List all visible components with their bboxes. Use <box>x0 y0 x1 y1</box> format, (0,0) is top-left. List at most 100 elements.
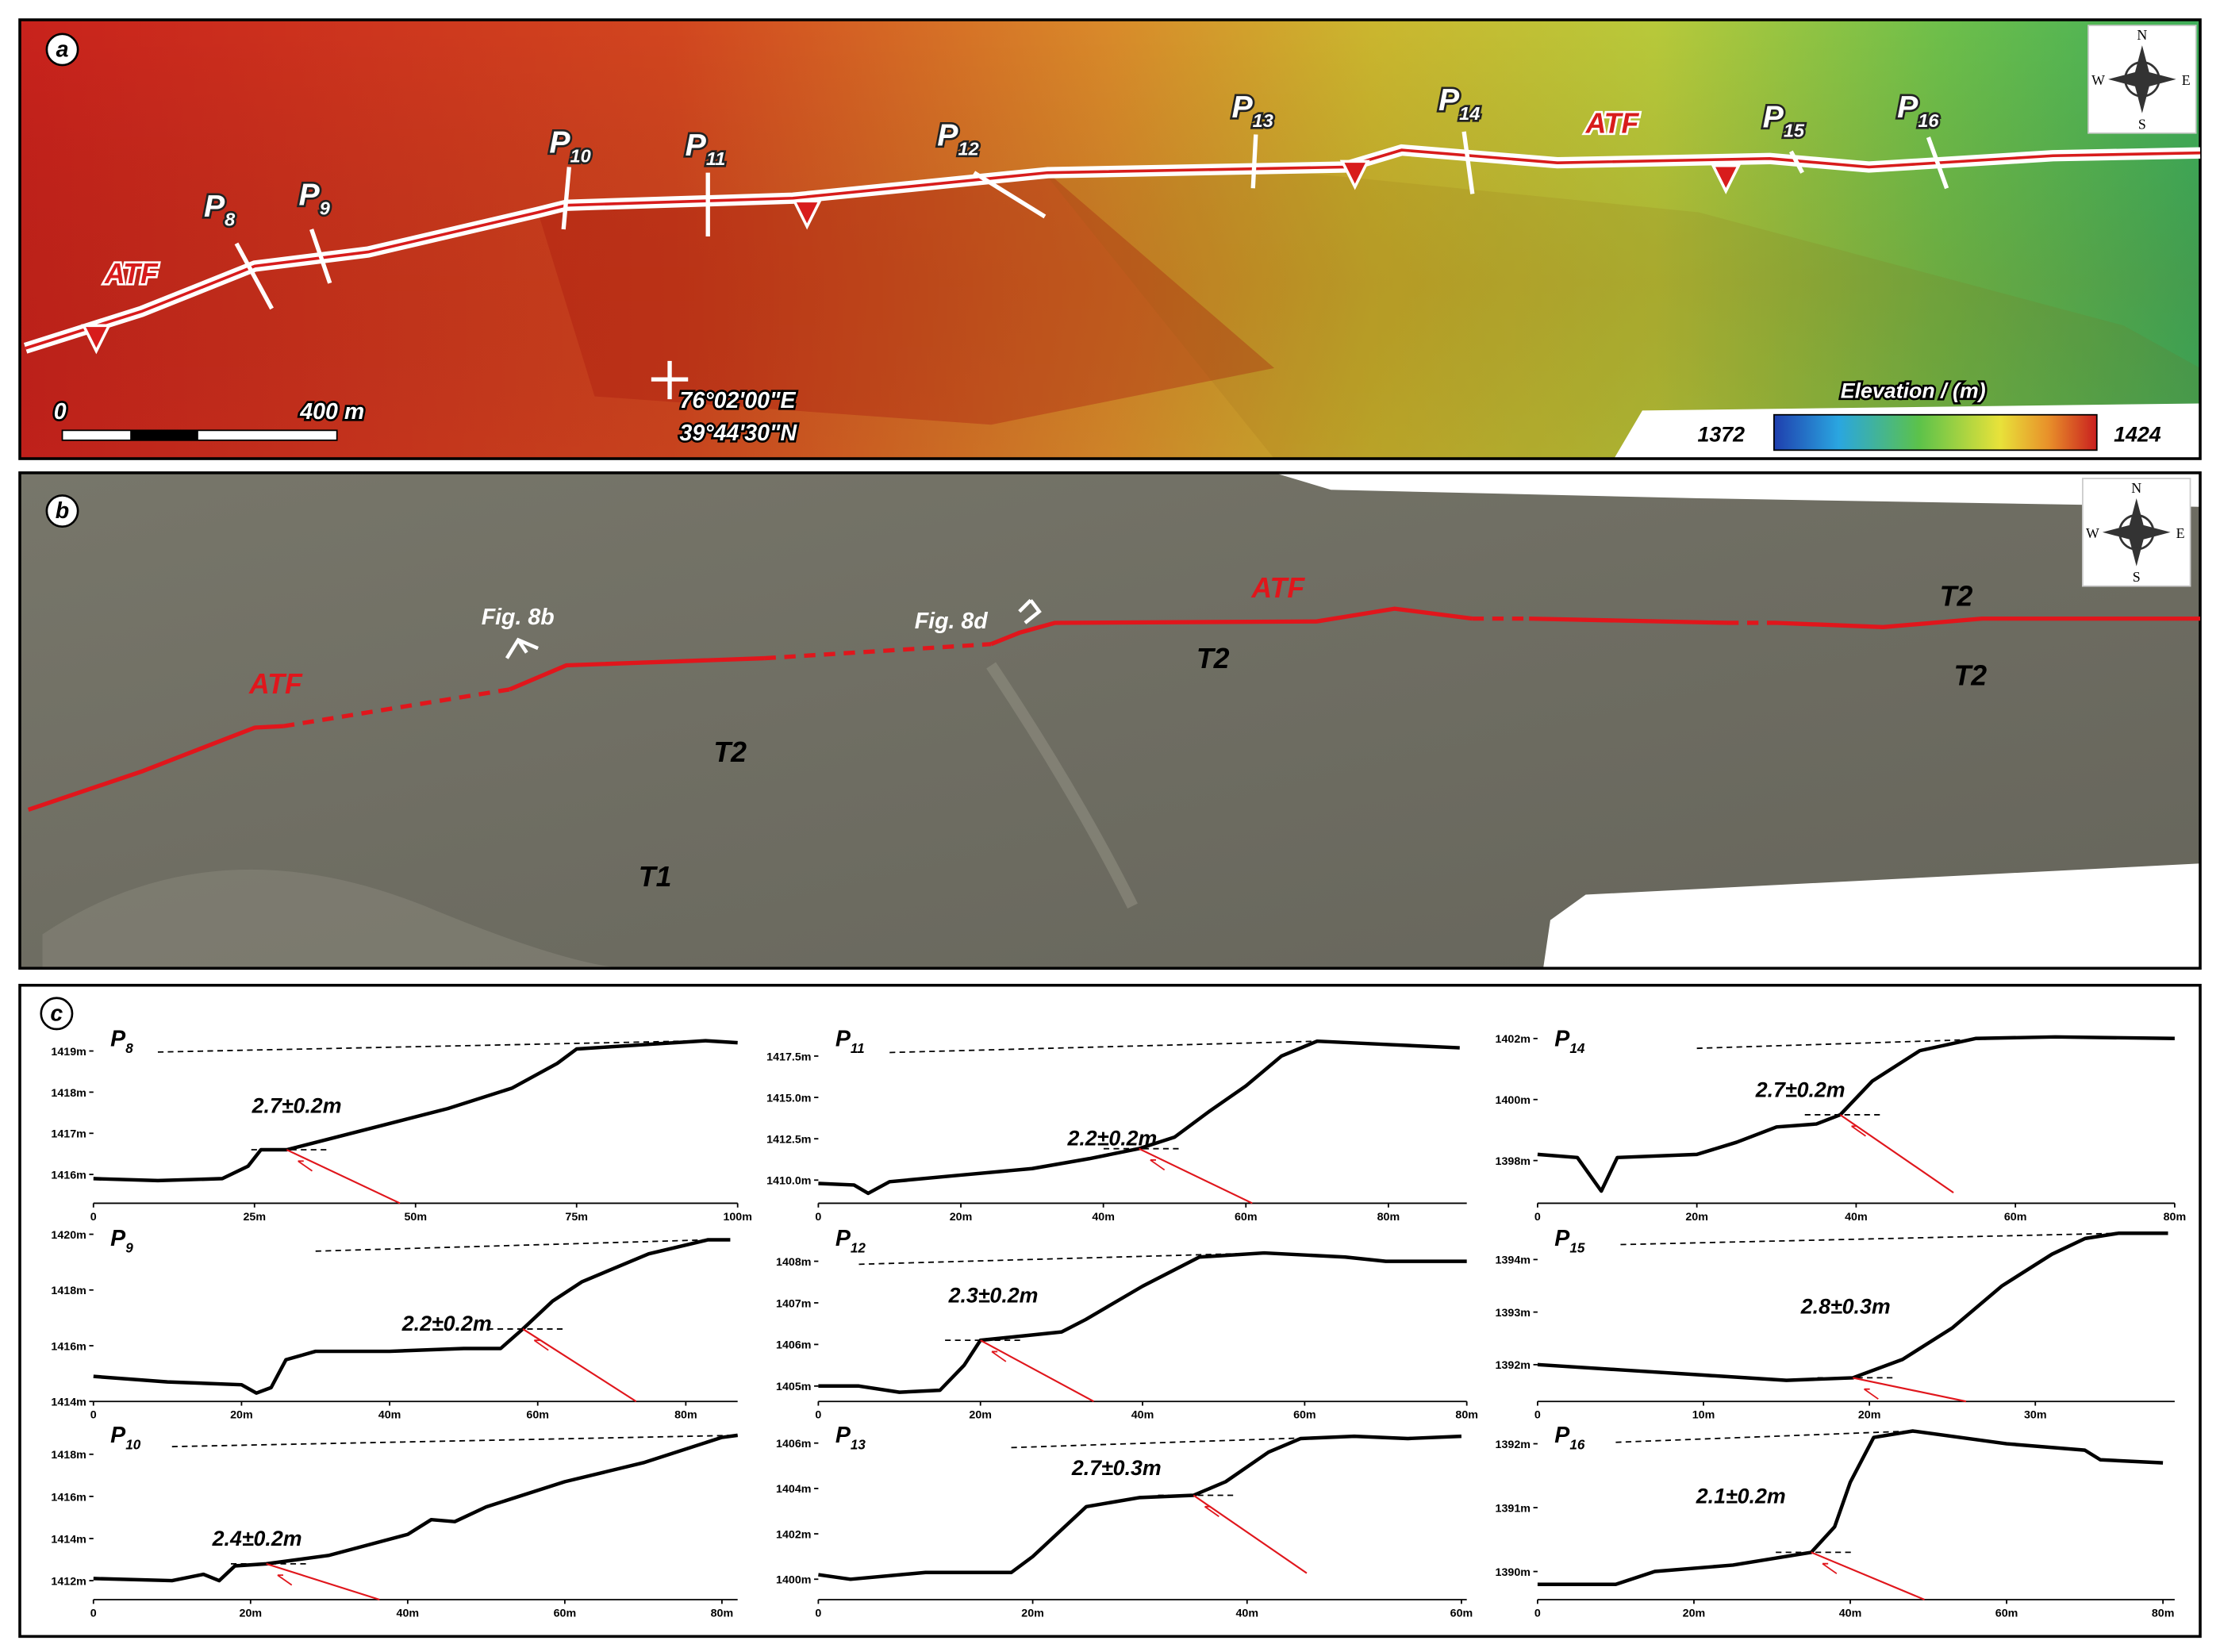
coordinate-label: 39°44'30"N <box>680 421 798 446</box>
terrace-label: T1 <box>639 861 672 893</box>
profile-title: P15 <box>1554 1226 1585 1256</box>
x-tick-label: 40m <box>1839 1607 1862 1619</box>
label-subscript: 14 <box>1459 103 1480 124</box>
label-subscript: 10 <box>570 145 591 166</box>
label-letter: P <box>110 1226 126 1251</box>
terrace-label: T2 <box>1940 581 1973 613</box>
compass-letter: W <box>2086 525 2099 541</box>
photo-reference: Fig. 8d <box>915 609 989 634</box>
y-tick-label: 1393m <box>1496 1307 1531 1320</box>
profile-label: P14 <box>1438 83 1480 124</box>
thrust-tooth <box>81 324 112 355</box>
x-tick-label: 40m <box>1845 1211 1868 1224</box>
x-tick-label: 0 <box>90 1607 97 1619</box>
profile-title: P14 <box>1554 1026 1585 1056</box>
compass-ring <box>2124 61 2160 98</box>
x-tick-label: 0 <box>815 1211 821 1224</box>
x-tick-label: 80m <box>1377 1211 1400 1224</box>
fault-trace-inferred <box>764 642 992 661</box>
view-marker <box>1018 598 1042 624</box>
y-tick-label: 1419m <box>51 1046 86 1058</box>
label-subscript: 10 <box>125 1438 141 1453</box>
y-tick-label: 1408m <box>776 1256 811 1269</box>
x-tick-label: 20m <box>1683 1607 1706 1619</box>
profile-line <box>309 229 332 284</box>
upper-surface <box>1620 1232 2118 1246</box>
profile-label: P16 <box>1897 90 1939 131</box>
photo-map <box>19 472 2201 969</box>
compass-ring <box>2118 514 2155 551</box>
fault-plane <box>1852 1377 1967 1403</box>
upper-surface <box>1011 1435 1354 1449</box>
compass-star <box>2102 498 2171 567</box>
y-tick-label: 1402m <box>1496 1033 1531 1046</box>
x-tick-label: 20m <box>969 1409 992 1422</box>
profile-line <box>93 1433 738 1583</box>
x-tick-label: 40m <box>378 1409 401 1422</box>
panel-label: a <box>56 36 69 62</box>
label-letter: P <box>835 1026 851 1051</box>
x-tick-label: 80m <box>2152 1607 2175 1619</box>
compass-letter: S <box>2133 569 2141 585</box>
slip-arrow <box>1150 1159 1166 1171</box>
offset-label: 2.7±0.2m <box>1755 1078 1846 1102</box>
label-letter: P <box>835 1226 851 1251</box>
y-tick-label: 1418m <box>51 1449 86 1462</box>
y-tick-label: 1400m <box>776 1574 811 1587</box>
profile-line <box>818 1251 1467 1394</box>
x-tick-label: 0 <box>90 1211 97 1224</box>
label-letter: P <box>1231 90 1253 125</box>
x-tick-label: 60m <box>1995 1607 2018 1619</box>
label-letter: P <box>937 118 958 153</box>
y-tick-label: 1391m <box>1496 1502 1531 1515</box>
y-tick-label: 1410.0m <box>766 1175 811 1188</box>
thrust-tooth <box>792 199 823 230</box>
y-tick-label: 1416m <box>51 1170 86 1182</box>
x-tick-label: 80m <box>2164 1211 2187 1224</box>
label-subscript: 14 <box>1569 1041 1585 1056</box>
x-tick-label: 20m <box>240 1607 263 1619</box>
terrace-label: T2 <box>1954 659 1988 691</box>
x-tick-label: 0 <box>815 1607 821 1619</box>
x-tick-label: 20m <box>1685 1211 1708 1224</box>
colorbar-min: 1372 <box>1698 423 1746 447</box>
profile-line <box>1788 150 1804 174</box>
x-tick-label: 60m <box>1450 1607 1473 1619</box>
x-tick-label: 10m <box>1692 1409 1715 1422</box>
slip-arrow <box>1822 1562 1838 1574</box>
slip-arrow <box>277 1574 293 1586</box>
x-tick-label: 0 <box>1534 1607 1541 1619</box>
label-subscript: 15 <box>1784 120 1805 140</box>
compass-letter: N <box>2131 480 2141 496</box>
profile-line <box>561 167 572 230</box>
panel-label: b <box>56 498 69 524</box>
compass-star <box>2108 45 2176 113</box>
view-marker <box>505 637 539 659</box>
slip-arrow <box>991 1350 1007 1362</box>
label-letter: P <box>1763 100 1784 135</box>
profile-line <box>1250 134 1258 189</box>
profile-line <box>234 242 274 310</box>
terrace-label: T2 <box>713 736 747 768</box>
fault-trace <box>1776 616 2201 630</box>
x-tick-label: 0 <box>815 1409 821 1422</box>
y-tick-label: 1405m <box>776 1381 811 1393</box>
compass-letter: E <box>2182 72 2191 88</box>
label-letter: P <box>686 128 707 163</box>
slip-arrow <box>1204 1505 1219 1517</box>
label-subscript: 8 <box>225 209 236 230</box>
fault-plane <box>1839 1114 1954 1193</box>
fault-label: ATF <box>1585 108 1640 140</box>
x-tick-label: 40m <box>1092 1211 1115 1224</box>
y-tick-label: 1400m <box>1496 1094 1531 1107</box>
label-letter: P <box>299 178 321 213</box>
x-tick-label: 20m <box>230 1409 253 1422</box>
fault-plane <box>1139 1147 1253 1204</box>
profile-label: P15 <box>1763 100 1805 141</box>
offset-label: 2.7±0.3m <box>1071 1456 1162 1480</box>
fault-trace <box>25 148 2201 350</box>
y-tick-label: 1414m <box>51 1397 86 1409</box>
offset-label: 2.8±0.3m <box>1800 1295 1891 1319</box>
x-tick-label: 60m <box>1293 1409 1316 1422</box>
